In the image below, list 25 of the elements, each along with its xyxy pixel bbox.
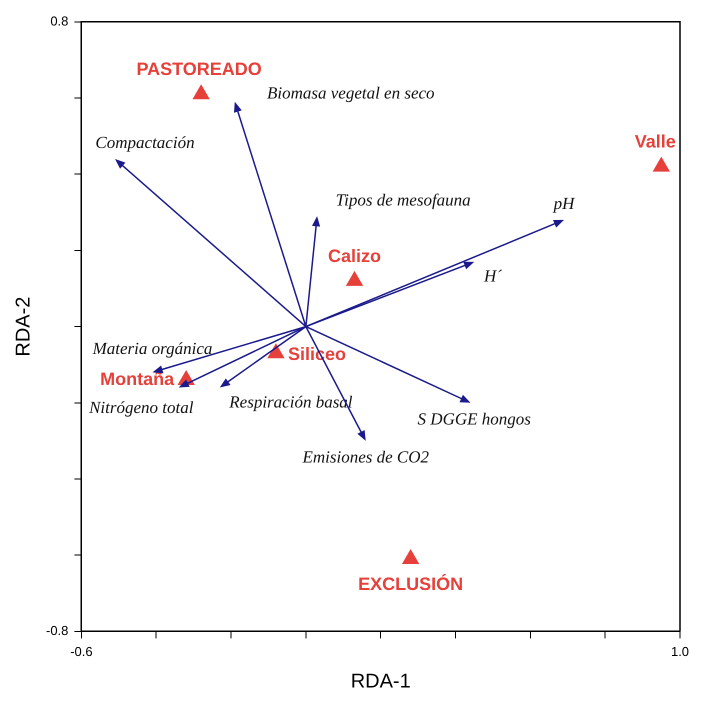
series-label: Valle — [634, 132, 676, 152]
y-tick-label: -0.8 — [46, 622, 68, 638]
annotation: Tipos de mesofauna — [336, 190, 471, 210]
series-label: PASTOREADO — [136, 59, 262, 80]
point — [402, 550, 419, 564]
point — [653, 157, 670, 172]
point — [192, 84, 210, 100]
point — [346, 271, 363, 286]
x-tick-label: 1.0 — [670, 644, 690, 659]
point — [268, 344, 284, 358]
series-label: Montaña — [100, 368, 176, 389]
annotation: Materia orgánica — [92, 338, 212, 358]
x-axis-title: RDA-1 — [350, 670, 411, 693]
y-axis-title: RDA-2 — [12, 296, 35, 357]
annotation: Compactación — [95, 133, 195, 152]
x-tick-label: -0.6 — [70, 644, 93, 659]
annotation: H´ — [482, 266, 502, 286]
series-label: Calizo — [328, 246, 382, 266]
y-tick-label: 0.8 — [50, 13, 68, 28]
annotation: S DGGE hongos — [418, 409, 532, 428]
annotation: Nitrógeno total — [88, 398, 194, 417]
annotation: Emisiones de CO2 — [301, 448, 430, 467]
annotation: pH — [552, 194, 576, 214]
series-label: EXCLUSIÓN — [358, 574, 464, 594]
annotation: Biomasa vegetal en seco — [266, 84, 435, 103]
